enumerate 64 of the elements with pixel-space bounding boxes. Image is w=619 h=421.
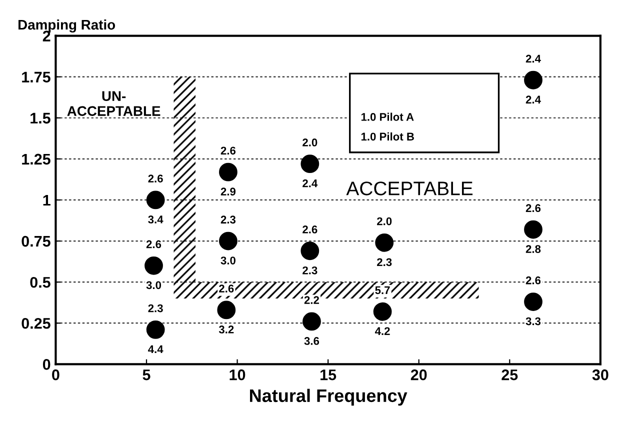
x-tick-label: 0 xyxy=(52,369,60,380)
y-tick-label: 0.75 xyxy=(22,236,50,247)
annotation: 3.2 xyxy=(218,326,234,334)
annotation: 3.0 xyxy=(220,256,236,264)
x-tick-label: 30 xyxy=(592,369,608,380)
point xyxy=(217,300,236,320)
point xyxy=(300,242,320,260)
annotation: 3.4 xyxy=(148,216,164,224)
annotation: 2.4 xyxy=(526,54,541,63)
x-axis-title: Natural Frequency xyxy=(250,388,408,406)
annotation: 3.6 xyxy=(304,337,320,345)
y-tick-label: 2 xyxy=(42,30,50,42)
annotation: 2.6 xyxy=(526,276,541,284)
point xyxy=(373,302,392,321)
annotation: 1.0 Pilot B xyxy=(361,132,414,141)
annotation: 4.2 xyxy=(374,327,390,335)
x-tick-label: 25 xyxy=(502,369,518,380)
annotation: ACCEPTABLE xyxy=(346,182,473,196)
point xyxy=(524,70,542,90)
point xyxy=(219,232,238,250)
annotation: 1.0 Pilot A xyxy=(361,112,414,121)
point xyxy=(144,256,163,275)
point xyxy=(524,220,542,239)
x-tick-label: 20 xyxy=(410,369,427,380)
point xyxy=(219,162,238,182)
annotation: 2.2 xyxy=(304,296,320,304)
annotation: 2.6 xyxy=(219,284,234,293)
annotation: 4.4 xyxy=(148,345,164,354)
y-tick-label: 1 xyxy=(43,195,50,206)
x-tick-label: 10 xyxy=(230,369,246,380)
annotation: UN- ACCEPTABLE xyxy=(67,91,160,116)
x-tick-label: 15 xyxy=(320,370,336,380)
y-tick-label: 1.5 xyxy=(30,112,50,124)
point xyxy=(146,320,165,339)
annotation: 3.0 xyxy=(146,281,162,290)
annotation: 2.3 xyxy=(148,304,163,312)
annotation: 2.9 xyxy=(220,188,236,196)
x-tick-label: 5 xyxy=(142,370,150,380)
y-axis-title: Damping Ratio xyxy=(18,19,116,32)
annotation: 2.4 xyxy=(302,179,318,188)
y-tick-label: 1.25 xyxy=(22,154,50,165)
y-tick-label: 0.5 xyxy=(30,276,50,288)
y-tick-label: 1.75 xyxy=(22,72,50,83)
annotation: 2.3 xyxy=(302,266,318,274)
point xyxy=(524,292,542,311)
point xyxy=(146,190,165,210)
y-tick-label: 0 xyxy=(42,359,50,370)
point xyxy=(300,154,320,174)
annotation: 2.6 xyxy=(148,174,163,182)
y-tick-label: 0.25 xyxy=(22,318,50,329)
point xyxy=(302,312,321,331)
annotation: 2.3 xyxy=(377,258,392,266)
annotation: 2.3 xyxy=(220,216,236,224)
annotation: 2.0 xyxy=(377,217,392,226)
annotation: 2.6 xyxy=(220,146,236,155)
annotation: 2.6 xyxy=(146,240,162,248)
annotation: 3.3 xyxy=(526,317,541,326)
annotation: 2.4 xyxy=(526,96,541,104)
annotation: 2.6 xyxy=(302,226,318,234)
annotation: 5.7 xyxy=(375,286,390,294)
point xyxy=(375,233,394,252)
annotation: 2.0 xyxy=(302,138,318,146)
annotation: 2.6 xyxy=(526,204,541,212)
annotation: 2.8 xyxy=(526,245,541,253)
